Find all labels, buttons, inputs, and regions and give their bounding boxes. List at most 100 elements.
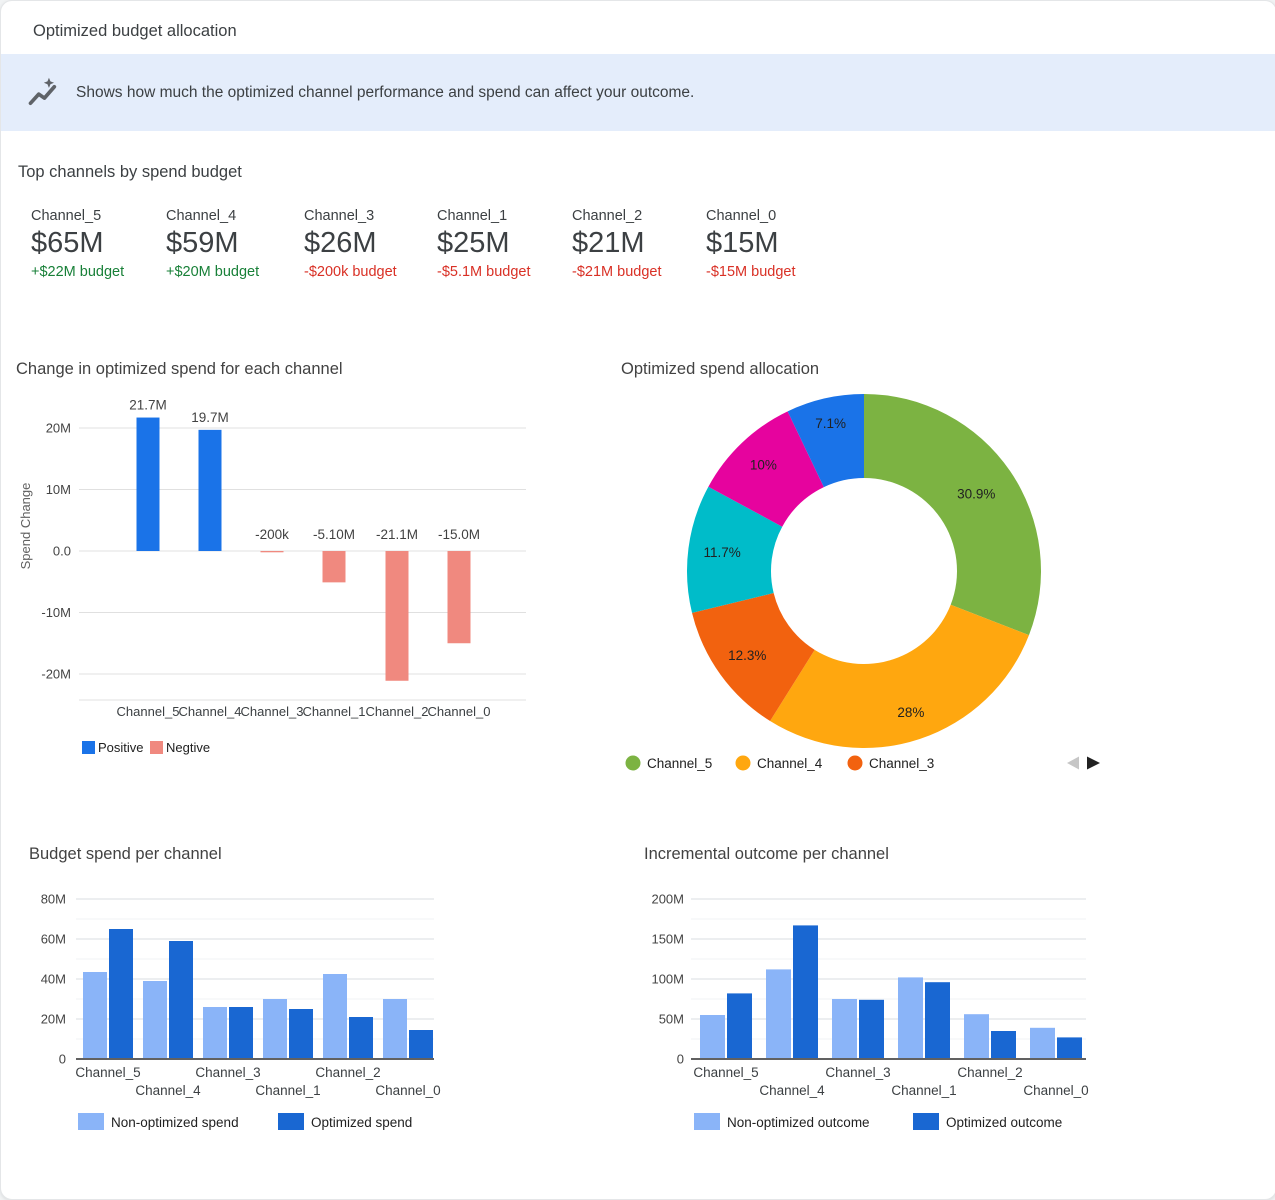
slice-percent-label: 28%	[897, 705, 924, 720]
bar-Channel_1[interactable]	[322, 551, 346, 583]
bar-Channel_4-optimized[interactable]	[169, 941, 193, 1059]
donut-slice-30.9%[interactable]	[864, 394, 1041, 636]
bar-value-label: 19.7M	[191, 410, 229, 425]
legend-label: Non-optimized spend	[111, 1115, 239, 1130]
change-in-spend-chart: 20M 10M 0.0 -10M -20M Spend Change 21.7M Channe…	[18, 398, 526, 755]
bar-Channel_3-non-optimized[interactable]	[832, 999, 857, 1059]
bar-value-label: -5.10M	[313, 527, 355, 542]
insights-trend-icon	[26, 76, 60, 110]
legend-prev-icon[interactable]	[1067, 756, 1079, 770]
legend-label: Non-optimized outcome	[727, 1115, 870, 1130]
bar-Channel_1-optimized[interactable]	[925, 982, 950, 1059]
bar-Channel_5-optimized[interactable]	[109, 929, 133, 1059]
channel-budget-delta: -$21M budget	[572, 264, 662, 280]
y-tick-label: 50M	[659, 1012, 684, 1027]
bar-Channel_4-non-optimized[interactable]	[766, 969, 791, 1059]
channel-spend-value: $25M	[437, 227, 510, 259]
channel-budget-delta: -$5.1M budget	[437, 264, 531, 280]
channel-budget-delta: -$15M budget	[706, 264, 796, 280]
bar-Channel_1-non-optimized[interactable]	[263, 999, 287, 1059]
y-tick-label: 80M	[41, 892, 66, 907]
legend-label: Channel_5	[647, 756, 712, 771]
bar-Channel_4[interactable]	[198, 429, 222, 551]
channel-spend-value: $59M	[166, 227, 239, 259]
legend-swatch	[78, 1113, 104, 1130]
legend-swatch	[82, 741, 95, 754]
bar-Channel_5[interactable]	[136, 417, 160, 551]
legend-dot	[625, 755, 641, 771]
bar-Channel_2-optimized[interactable]	[991, 1031, 1016, 1059]
x-tick-label: Channel_4	[135, 1083, 201, 1098]
legend-label: Optimized spend	[311, 1115, 412, 1130]
y-axis-title: Spend Change	[18, 483, 33, 570]
channel-spend-value: $26M	[304, 227, 377, 259]
donut-slice-10%[interactable]	[708, 411, 824, 527]
slice-percent-label: 10%	[750, 458, 777, 473]
bar-Channel_0-optimized[interactable]	[1057, 1037, 1082, 1059]
y-tick-label: 0	[677, 1052, 684, 1067]
bar-Channel_5-non-optimized[interactable]	[700, 1015, 725, 1059]
bar-Channel_0[interactable]	[447, 551, 471, 644]
legend-next-icon[interactable]	[1087, 756, 1100, 770]
channel-spend-value: $21M	[572, 227, 645, 259]
incremental-outcome-chart-title: Incremental outcome per channel	[644, 845, 889, 863]
donut-slice-12.3%[interactable]	[692, 592, 815, 722]
bar-Channel_2-non-optimized[interactable]	[964, 1014, 989, 1059]
bar-Channel_4-non-optimized[interactable]	[143, 981, 167, 1059]
channel-spend-value: $15M	[706, 227, 779, 259]
legend-swatch	[913, 1113, 939, 1130]
budget-spend-chart-title: Budget spend per channel	[29, 845, 222, 863]
donut-slice-7.1%[interactable]	[787, 394, 864, 488]
x-tick-label: Channel_5	[693, 1065, 758, 1080]
bar-Channel_2-optimized[interactable]	[349, 1017, 373, 1059]
bar-value-label: -200k	[255, 527, 289, 542]
bar-Channel_0-non-optimized[interactable]	[383, 999, 407, 1059]
legend-swatch	[278, 1113, 304, 1130]
y-tick-label: 20M	[46, 421, 71, 436]
bar-Channel_3-optimized[interactable]	[859, 999, 884, 1059]
banner-text: Shows how much the optimized channel per…	[76, 83, 695, 101]
channel-budget-delta: +$22M budget	[31, 264, 125, 280]
bar-Channel_0-non-optimized[interactable]	[1030, 1027, 1055, 1059]
insights-banner: Shows how much the optimized channel per…	[1, 54, 1275, 131]
donut-slice-11.7%[interactable]	[687, 486, 783, 613]
x-tick-label: Channel_0	[375, 1083, 440, 1098]
x-tick-label: Channel_1	[891, 1083, 956, 1098]
bar-Channel_3[interactable]	[260, 551, 284, 553]
channel-name: Channel_4	[166, 208, 237, 224]
bar-Channel_1-optimized[interactable]	[289, 1009, 313, 1059]
x-tick-label: Channel_4	[759, 1083, 825, 1098]
slice-percent-label: 30.9%	[957, 487, 995, 502]
bar-Channel_5-optimized[interactable]	[727, 993, 752, 1059]
spend-allocation-donut-chart: 30.9% 28% 12.3% 11.7% 10% 7.1% Channel_5 Channe…	[625, 394, 1100, 771]
x-tick-label: Channel_3	[825, 1065, 890, 1080]
bar-value-label: -21.1M	[376, 527, 418, 542]
slice-percent-label: 7.1%	[815, 416, 846, 431]
bar-value-label: 21.7M	[129, 398, 167, 413]
x-tick-label: Channel_2	[315, 1065, 380, 1080]
bar-Channel_4-optimized[interactable]	[793, 925, 818, 1059]
channel-name: Channel_5	[31, 208, 102, 224]
bar-Channel_0-optimized[interactable]	[409, 1030, 433, 1059]
page-title: Optimized budget allocation	[33, 22, 237, 40]
x-tick-label: Channel_4	[179, 704, 242, 719]
bar-Channel_5-non-optimized[interactable]	[83, 972, 107, 1059]
x-tick-label: Channel_3	[241, 704, 304, 719]
channel-tile: Channel_1 $25M -$5.1M budget	[437, 208, 531, 280]
bar-Channel_2-non-optimized[interactable]	[323, 974, 347, 1059]
budget-spend-chart: 0 20M 40M 60M 80M Channel_5 Channel_4 Channel_3…	[41, 892, 441, 1130]
x-tick-label: Channel_1	[255, 1083, 320, 1098]
change-in-spend-chart-title: Change in optimized spend for each chann…	[16, 360, 343, 378]
y-tick-label: 100M	[651, 972, 684, 987]
y-tick-label: 150M	[651, 932, 684, 947]
y-tick-label: -20M	[41, 667, 71, 682]
bar-Channel_1-non-optimized[interactable]	[898, 977, 923, 1059]
bar-value-label: -15.0M	[438, 527, 480, 542]
channel-tile: Channel_2 $21M -$21M budget	[572, 208, 661, 280]
bar-Channel_2[interactable]	[385, 551, 409, 681]
bar-Channel_3-optimized[interactable]	[229, 1007, 253, 1059]
legend-label: Positive	[98, 740, 144, 755]
x-tick-label: Channel_5	[75, 1065, 140, 1080]
donut-slice-28%[interactable]	[770, 604, 1029, 748]
bar-Channel_3-non-optimized[interactable]	[203, 1007, 227, 1059]
